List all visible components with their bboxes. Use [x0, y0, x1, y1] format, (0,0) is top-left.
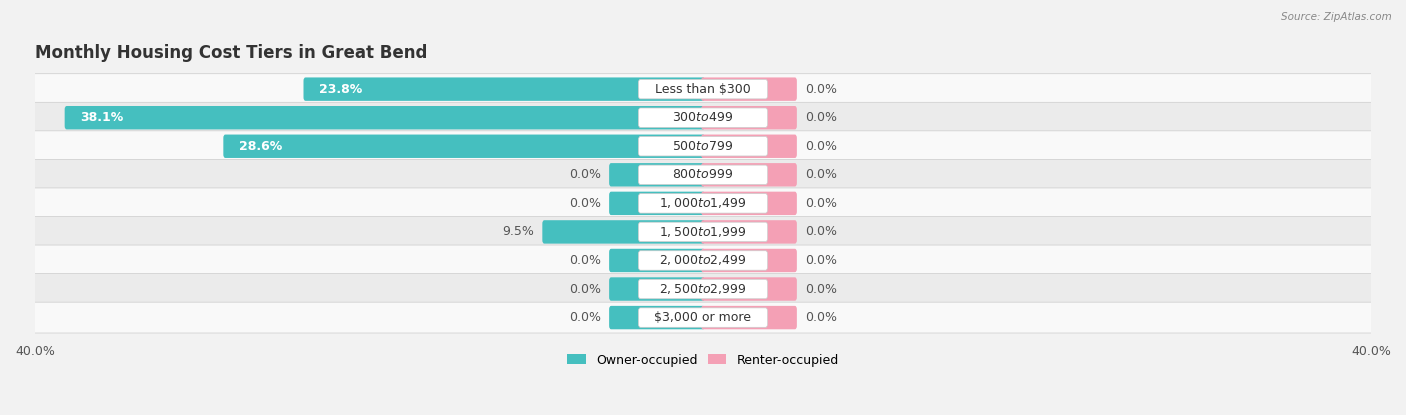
- Text: 0.0%: 0.0%: [804, 254, 837, 267]
- Text: 0.0%: 0.0%: [569, 254, 602, 267]
- FancyBboxPatch shape: [638, 308, 768, 327]
- FancyBboxPatch shape: [32, 131, 1374, 162]
- Legend: Owner-occupied, Renter-occupied: Owner-occupied, Renter-occupied: [562, 349, 844, 371]
- FancyBboxPatch shape: [543, 220, 704, 244]
- Text: 0.0%: 0.0%: [804, 311, 837, 324]
- FancyBboxPatch shape: [32, 74, 1374, 105]
- Text: 0.0%: 0.0%: [569, 283, 602, 295]
- FancyBboxPatch shape: [609, 277, 704, 301]
- Text: 0.0%: 0.0%: [569, 197, 602, 210]
- Text: $3,000 or more: $3,000 or more: [655, 311, 751, 324]
- FancyBboxPatch shape: [702, 220, 797, 244]
- FancyBboxPatch shape: [638, 137, 768, 156]
- FancyBboxPatch shape: [638, 79, 768, 99]
- FancyBboxPatch shape: [224, 134, 704, 158]
- FancyBboxPatch shape: [638, 251, 768, 270]
- Text: 28.6%: 28.6%: [239, 140, 283, 153]
- FancyBboxPatch shape: [65, 106, 704, 129]
- FancyBboxPatch shape: [702, 106, 797, 129]
- FancyBboxPatch shape: [609, 249, 704, 272]
- FancyBboxPatch shape: [32, 245, 1374, 276]
- Text: 0.0%: 0.0%: [804, 83, 837, 95]
- FancyBboxPatch shape: [638, 194, 768, 213]
- FancyBboxPatch shape: [304, 78, 704, 101]
- Text: 0.0%: 0.0%: [804, 168, 837, 181]
- FancyBboxPatch shape: [638, 222, 768, 242]
- FancyBboxPatch shape: [609, 163, 704, 186]
- Text: Less than $300: Less than $300: [655, 83, 751, 95]
- FancyBboxPatch shape: [32, 302, 1374, 333]
- FancyBboxPatch shape: [32, 159, 1374, 190]
- Text: 0.0%: 0.0%: [804, 197, 837, 210]
- FancyBboxPatch shape: [32, 217, 1374, 247]
- FancyBboxPatch shape: [609, 306, 704, 329]
- FancyBboxPatch shape: [702, 192, 797, 215]
- FancyBboxPatch shape: [702, 277, 797, 301]
- Text: $1,000 to $1,499: $1,000 to $1,499: [659, 196, 747, 210]
- FancyBboxPatch shape: [638, 165, 768, 185]
- Text: $2,000 to $2,499: $2,000 to $2,499: [659, 254, 747, 268]
- FancyBboxPatch shape: [638, 279, 768, 299]
- Text: 38.1%: 38.1%: [80, 111, 124, 124]
- Text: 0.0%: 0.0%: [804, 140, 837, 153]
- FancyBboxPatch shape: [702, 306, 797, 329]
- Text: $2,500 to $2,999: $2,500 to $2,999: [659, 282, 747, 296]
- Text: 0.0%: 0.0%: [804, 283, 837, 295]
- Text: $1,500 to $1,999: $1,500 to $1,999: [659, 225, 747, 239]
- FancyBboxPatch shape: [702, 134, 797, 158]
- Text: 9.5%: 9.5%: [502, 225, 534, 239]
- FancyBboxPatch shape: [32, 102, 1374, 133]
- FancyBboxPatch shape: [702, 163, 797, 186]
- FancyBboxPatch shape: [32, 188, 1374, 219]
- Text: $300 to $499: $300 to $499: [672, 111, 734, 124]
- FancyBboxPatch shape: [702, 78, 797, 101]
- FancyBboxPatch shape: [609, 192, 704, 215]
- Text: 0.0%: 0.0%: [804, 225, 837, 239]
- Text: 0.0%: 0.0%: [804, 111, 837, 124]
- Text: 0.0%: 0.0%: [569, 168, 602, 181]
- FancyBboxPatch shape: [702, 249, 797, 272]
- Text: Source: ZipAtlas.com: Source: ZipAtlas.com: [1281, 12, 1392, 22]
- Text: $800 to $999: $800 to $999: [672, 168, 734, 181]
- Text: $500 to $799: $500 to $799: [672, 140, 734, 153]
- FancyBboxPatch shape: [638, 108, 768, 127]
- Text: 0.0%: 0.0%: [569, 311, 602, 324]
- Text: 23.8%: 23.8%: [319, 83, 363, 95]
- FancyBboxPatch shape: [32, 273, 1374, 305]
- Text: Monthly Housing Cost Tiers in Great Bend: Monthly Housing Cost Tiers in Great Bend: [35, 44, 427, 62]
